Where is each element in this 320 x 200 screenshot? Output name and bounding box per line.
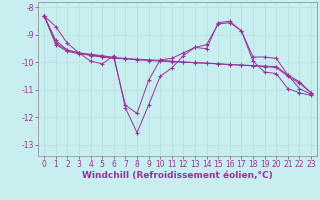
X-axis label: Windchill (Refroidissement éolien,°C): Windchill (Refroidissement éolien,°C): [82, 171, 273, 180]
